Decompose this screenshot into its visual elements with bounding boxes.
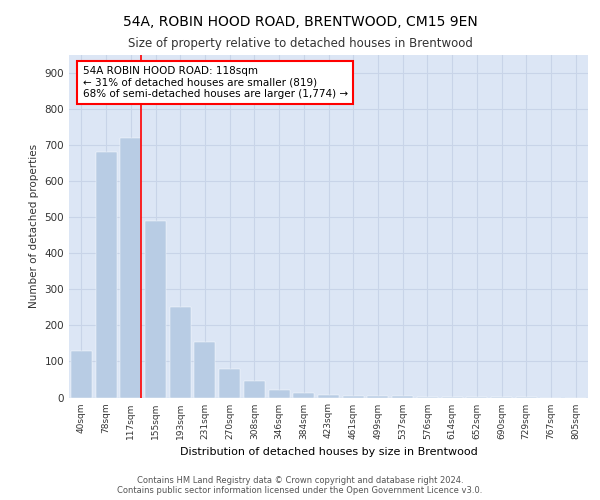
- Bar: [417, 397, 438, 398]
- Bar: [145, 221, 166, 398]
- Text: 54A ROBIN HOOD ROAD: 118sqm
← 31% of detached houses are smaller (819)
68% of se: 54A ROBIN HOOD ROAD: 118sqm ← 31% of det…: [83, 66, 348, 99]
- Bar: [194, 342, 215, 398]
- Text: Size of property relative to detached houses in Brentwood: Size of property relative to detached ho…: [128, 38, 472, 51]
- Text: Contains HM Land Registry data © Crown copyright and database right 2024.
Contai: Contains HM Land Registry data © Crown c…: [118, 476, 482, 495]
- Bar: [343, 396, 364, 398]
- Bar: [244, 382, 265, 398]
- Bar: [318, 394, 339, 398]
- Bar: [120, 138, 141, 398]
- Bar: [442, 397, 463, 398]
- Bar: [170, 308, 191, 398]
- Bar: [95, 152, 116, 398]
- X-axis label: Distribution of detached houses by size in Brentwood: Distribution of detached houses by size …: [179, 447, 478, 457]
- Bar: [71, 350, 92, 398]
- Bar: [392, 396, 413, 398]
- Y-axis label: Number of detached properties: Number of detached properties: [29, 144, 39, 308]
- Bar: [367, 396, 388, 398]
- Text: 54A, ROBIN HOOD ROAD, BRENTWOOD, CM15 9EN: 54A, ROBIN HOOD ROAD, BRENTWOOD, CM15 9E…: [122, 15, 478, 29]
- Bar: [269, 390, 290, 398]
- Bar: [219, 368, 240, 398]
- Bar: [293, 393, 314, 398]
